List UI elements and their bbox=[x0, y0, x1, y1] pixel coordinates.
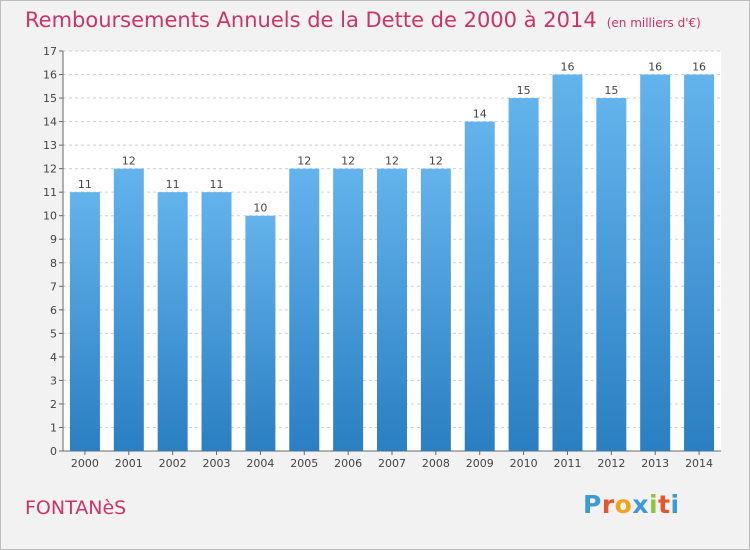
x-tick-label: 2012 bbox=[597, 457, 625, 470]
chart-subtitle: (en milliers d'€) bbox=[606, 16, 701, 30]
y-tick-label: 12 bbox=[43, 163, 57, 176]
x-tick-label: 2008 bbox=[422, 457, 450, 470]
x-tick-label: 2000 bbox=[71, 457, 99, 470]
bar bbox=[640, 74, 671, 451]
y-tick-label: 3 bbox=[50, 374, 57, 387]
bar-value-label: 12 bbox=[122, 155, 136, 168]
y-tick-label: 11 bbox=[43, 186, 57, 199]
bar bbox=[508, 98, 539, 451]
bar-value-label: 16 bbox=[648, 61, 662, 74]
y-tick-label: 16 bbox=[43, 69, 57, 82]
commune-name: FONTANèS bbox=[25, 497, 127, 519]
x-tick-label: 2014 bbox=[685, 457, 713, 470]
y-tick-label: 2 bbox=[50, 398, 57, 411]
logo-letter: r bbox=[601, 490, 615, 519]
bar-value-label: 11 bbox=[78, 178, 92, 191]
bar bbox=[113, 168, 144, 451]
x-tick-label: 2005 bbox=[290, 457, 318, 470]
bar-value-label: 11 bbox=[210, 178, 224, 191]
bar bbox=[684, 74, 715, 451]
bar-value-label: 16 bbox=[692, 61, 706, 74]
bar bbox=[377, 168, 407, 451]
x-tick-label: 2009 bbox=[466, 457, 494, 470]
bar bbox=[289, 168, 320, 451]
bar-value-label: 14 bbox=[473, 108, 487, 121]
bar bbox=[596, 98, 627, 451]
chart-title-text: Remboursements Annuels de la Dette de 20… bbox=[25, 8, 597, 32]
bar bbox=[245, 215, 276, 451]
logo-letter: t bbox=[658, 490, 671, 519]
bar-value-label: 11 bbox=[166, 178, 180, 191]
y-tick-label: 14 bbox=[43, 116, 57, 129]
y-tick-label: 13 bbox=[43, 139, 57, 152]
bar-value-label: 12 bbox=[385, 155, 399, 168]
bar-value-label: 12 bbox=[297, 155, 311, 168]
logo-letter: P bbox=[583, 490, 602, 519]
bar bbox=[333, 168, 364, 451]
bar-value-label: 12 bbox=[429, 155, 443, 168]
y-tick-label: 1 bbox=[50, 421, 57, 434]
bar bbox=[201, 192, 232, 452]
y-tick-label: 9 bbox=[50, 233, 57, 246]
y-tick-label: 4 bbox=[50, 351, 57, 364]
x-tick-label: 2003 bbox=[203, 457, 231, 470]
y-tick-label: 5 bbox=[50, 327, 57, 340]
logo-letter: o bbox=[614, 490, 633, 519]
x-tick-label: 2006 bbox=[334, 457, 362, 470]
y-tick-label: 0 bbox=[50, 445, 57, 458]
bar-value-label: 12 bbox=[341, 155, 355, 168]
x-tick-label: 2011 bbox=[553, 457, 581, 470]
x-tick-label: 2002 bbox=[159, 457, 187, 470]
x-tick-label: 2007 bbox=[378, 457, 406, 470]
bar bbox=[552, 74, 583, 451]
bar-value-label: 15 bbox=[517, 84, 531, 97]
chart-title: Remboursements Annuels de la Dette de 20… bbox=[25, 8, 701, 32]
bar bbox=[420, 168, 451, 451]
y-tick-label: 8 bbox=[50, 257, 57, 270]
y-tick-label: 15 bbox=[43, 92, 57, 105]
y-tick-label: 17 bbox=[43, 45, 57, 58]
logo-letter: x bbox=[632, 490, 649, 519]
bar-value-label: 10 bbox=[253, 202, 267, 215]
x-tick-label: 2013 bbox=[641, 457, 669, 470]
logo-letter: i bbox=[670, 490, 680, 519]
x-tick-label: 2010 bbox=[510, 457, 538, 470]
proxiti-logo: Proxiti bbox=[583, 490, 680, 519]
bar bbox=[69, 192, 100, 452]
bar bbox=[464, 121, 495, 452]
y-tick-label: 7 bbox=[50, 280, 57, 293]
y-tick-label: 10 bbox=[43, 210, 57, 223]
bar bbox=[157, 192, 188, 452]
bar-value-label: 16 bbox=[560, 61, 574, 74]
logo-letter: i bbox=[649, 490, 659, 519]
x-tick-label: 2001 bbox=[115, 457, 143, 470]
bar-value-label: 15 bbox=[604, 84, 618, 97]
x-tick-label: 2004 bbox=[246, 457, 274, 470]
y-tick-label: 6 bbox=[50, 304, 57, 317]
